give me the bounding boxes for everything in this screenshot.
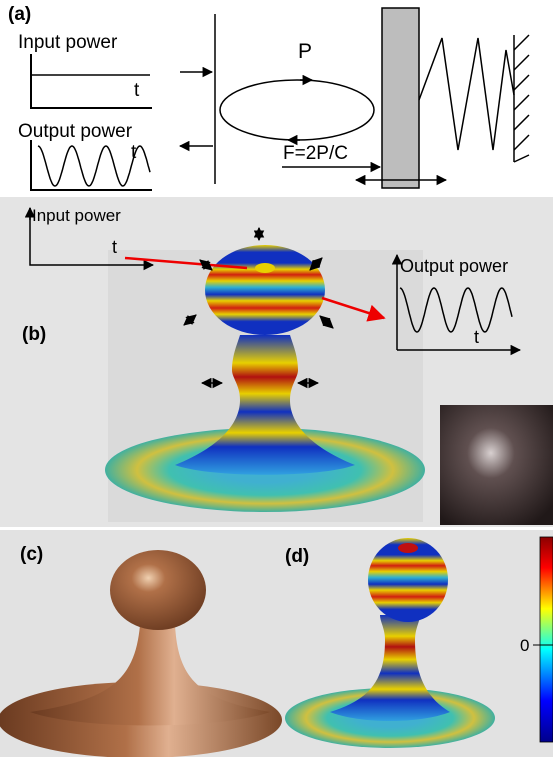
panel-cd: (c) (d) 0 bbox=[0, 530, 553, 757]
panel-label: (c) bbox=[20, 544, 43, 565]
device-photo bbox=[440, 405, 553, 525]
force-label: F=2P/C bbox=[283, 143, 348, 164]
panel-label: (a) bbox=[8, 4, 31, 25]
loop-label: P bbox=[298, 40, 312, 63]
axis-label: t bbox=[131, 142, 137, 163]
colorbar-tick-label: 0 bbox=[520, 636, 529, 655]
movable-mirror bbox=[382, 8, 419, 188]
output-label: Output power bbox=[400, 256, 508, 276]
panel-a: (a) Input power t Output power t P F=2P/… bbox=[8, 4, 529, 190]
panel-b: Input power t (b) Output power t bbox=[0, 197, 553, 527]
panel-label: (d) bbox=[285, 546, 309, 567]
wall-hatch bbox=[514, 35, 529, 162]
spring bbox=[419, 38, 514, 150]
head-top bbox=[398, 543, 418, 553]
loop bbox=[220, 80, 374, 140]
head-top bbox=[255, 263, 275, 273]
input-label: Input power bbox=[32, 206, 121, 225]
axis-label: t bbox=[474, 327, 479, 347]
output-label: Output power bbox=[18, 121, 133, 142]
colorbar bbox=[540, 537, 553, 742]
figure: (a) Input power t Output power t P F=2P/… bbox=[0, 0, 553, 757]
input-label: Input power bbox=[18, 32, 118, 53]
axis-label: t bbox=[134, 80, 140, 101]
panel-label: (b) bbox=[22, 324, 46, 345]
resonator-head bbox=[205, 245, 325, 335]
axis-label: t bbox=[112, 237, 117, 257]
resonator-head bbox=[110, 550, 206, 630]
